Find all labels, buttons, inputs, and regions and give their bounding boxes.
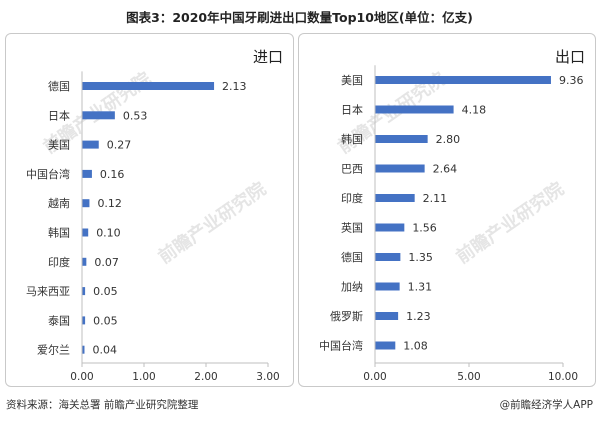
- value-label: 1.23: [406, 310, 431, 323]
- category-label: 爱尔兰: [37, 344, 70, 357]
- category-label: 日本: [341, 103, 363, 117]
- bar: [82, 111, 115, 120]
- value-label: 1.31: [408, 281, 433, 294]
- category-label: 俄罗斯: [330, 310, 363, 323]
- watermark-text: 前瞻产业研究院: [452, 178, 568, 268]
- category-label: 中国台湾: [319, 339, 363, 353]
- x-tick-label: 0.00: [363, 371, 386, 383]
- credit-note: @前瞻经济学人APP: [499, 399, 593, 411]
- bar: [82, 199, 90, 208]
- source-note: 资料来源：海关总署 前瞻产业研究院整理: [6, 399, 199, 411]
- category-label: 韩国: [48, 226, 70, 240]
- bar: [375, 312, 399, 320]
- x-tick-label: 2.00: [194, 371, 217, 383]
- value-label: 1.56: [412, 222, 437, 235]
- category-label: 巴西: [341, 163, 363, 176]
- import-panel-title: 进口: [252, 48, 283, 66]
- value-label: 0.05: [93, 314, 118, 327]
- watermark-text: 前瞻产业研究院: [154, 178, 270, 268]
- bar: [82, 228, 89, 237]
- bar: [82, 316, 86, 325]
- bar: [375, 194, 415, 202]
- import-panel: 前瞻产业研究院 前瞻产业研究院 德国 2.13 日本 0.53 美国 0.27 中国台湾 0.16…: [5, 33, 294, 387]
- category-label: 美国: [48, 139, 70, 152]
- value-label: 1.08: [403, 340, 428, 353]
- bar: [82, 345, 85, 354]
- value-label: 4.18: [462, 104, 487, 117]
- export-panel: 前瞻产业研究院 前瞻产业研究院 美国 9.36 日本 4.18 韩国 2.80 巴西 2.64 印度…: [298, 33, 596, 387]
- bar: [82, 82, 215, 90]
- bar: [82, 257, 87, 266]
- bar: [375, 76, 551, 84]
- category-label: 英国: [341, 221, 363, 235]
- category-label: 韩国: [341, 132, 363, 146]
- value-label: 0.10: [96, 227, 121, 240]
- x-tick-label: 0.00: [70, 371, 93, 383]
- bar: [82, 287, 86, 296]
- category-label: 印度: [48, 255, 70, 269]
- value-label: 2.11: [423, 192, 448, 205]
- category-label: 泰国: [48, 313, 70, 327]
- category-label: 印度: [341, 191, 363, 205]
- bar: [375, 341, 396, 350]
- bar: [375, 164, 425, 173]
- bar: [82, 140, 99, 149]
- value-label: 0.07: [94, 256, 119, 269]
- x-tick-label: 3.00: [256, 371, 279, 383]
- export-panel-title: 出口: [554, 48, 585, 66]
- value-label: 0.16: [100, 168, 125, 181]
- value-label: 1.35: [408, 251, 433, 264]
- bar: [375, 105, 454, 114]
- value-label: 0.04: [92, 344, 117, 357]
- bar: [375, 223, 405, 232]
- category-label: 中国台湾: [26, 167, 70, 181]
- category-label: 日本: [48, 108, 70, 122]
- value-label: 0.27: [107, 139, 131, 152]
- value-label: 0.05: [93, 285, 118, 298]
- bar: [375, 135, 428, 143]
- chart-title: 图表3：2020年中国牙刷进出口数量Top10地区(单位：亿支): [126, 10, 473, 25]
- bar: [82, 169, 92, 178]
- value-label: 0.53: [123, 109, 148, 122]
- bar: [375, 282, 400, 291]
- category-label: 越南: [48, 196, 70, 210]
- x-tick-label: 10.00: [548, 371, 578, 383]
- bar: [375, 253, 401, 261]
- value-label: 2.13: [222, 80, 247, 93]
- x-tick-label: 1.00: [132, 371, 155, 383]
- value-label: 9.36: [559, 74, 584, 87]
- value-label: 2.64: [433, 163, 458, 176]
- category-label: 德国: [341, 250, 363, 264]
- x-tick-label: 5.00: [457, 371, 480, 383]
- category-label: 德国: [48, 79, 70, 93]
- value-label: 0.12: [97, 197, 122, 210]
- category-label: 美国: [341, 74, 363, 87]
- category-label: 加纳: [341, 281, 363, 294]
- value-label: 2.80: [436, 133, 461, 146]
- category-label: 马来西亚: [26, 285, 70, 298]
